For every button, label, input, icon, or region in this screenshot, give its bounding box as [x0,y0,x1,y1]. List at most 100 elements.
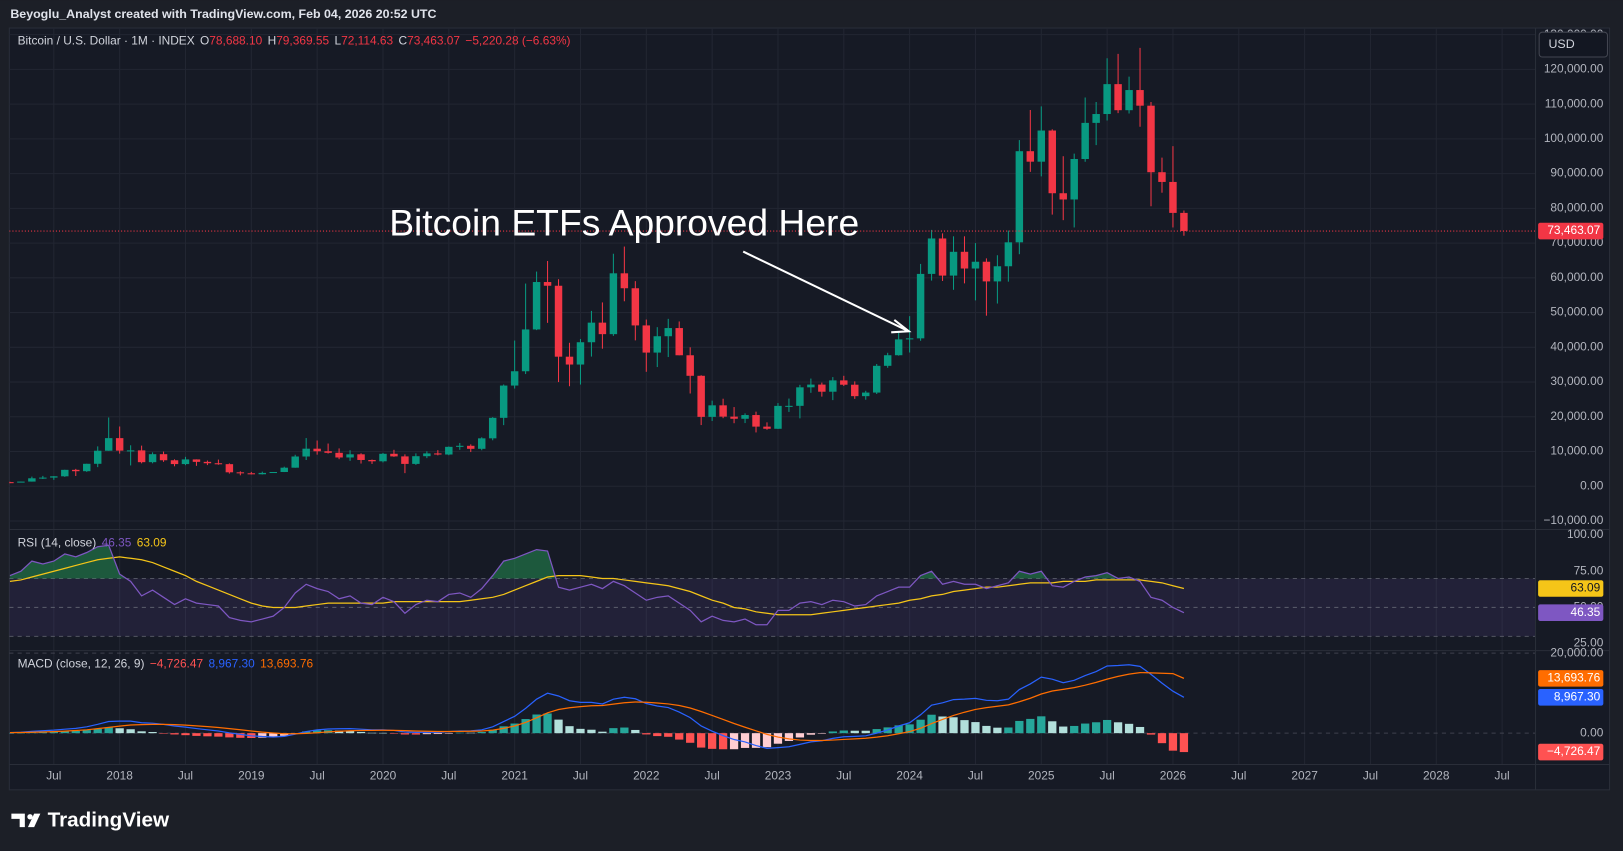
candle-body [1037,130,1046,162]
x-tick-label: Jul [178,769,193,783]
histogram-bar [1168,733,1178,751]
candle-body [1059,193,1067,200]
y-tick-label: 75.00 [1574,563,1604,577]
x-tick-label: Jul [968,769,983,783]
histogram-bar [280,733,289,736]
legend-key: C [399,34,408,48]
histogram-bar [960,720,969,734]
candle-body [335,452,343,458]
rsi-ma-value: 63.09 [137,536,167,550]
histogram-bar [302,731,311,734]
histogram-bar [477,731,486,734]
price-pane [9,47,1536,484]
candle-body [115,438,124,451]
candle-body [872,365,881,393]
currency-label: USD [1548,37,1574,51]
histogram-bar [181,733,190,736]
x-tick-label: 2021 [501,769,528,783]
histogram-bar [1037,716,1046,734]
signal-line [9,671,1185,742]
legend-value: 72,114.63 [341,34,393,48]
histogram-bar [170,733,179,735]
candle-body [565,356,574,365]
histogram-bar [1157,733,1167,744]
y-tick-label: 60,000.00 [1550,270,1603,284]
annotation: Bitcoin ETFs Approved Here [389,202,859,244]
candle-body [543,282,552,286]
candle-body [280,467,288,472]
candle-body [445,446,453,455]
histogram-bar [642,733,651,735]
candle-body [1004,242,1013,267]
histogram-bar [905,724,914,734]
histogram-bar [1059,726,1068,734]
change: −5,220.28 (−6.63%) [465,34,570,48]
candle-body [883,355,892,366]
y-tick-label: 10,000.00 [1550,444,1603,458]
currency-button[interactable] [1538,31,1608,58]
histogram-bar [1113,722,1123,734]
y-tick-label: 80,000.00 [1550,200,1603,214]
rsi-ma-label-text: 63.09 [1570,581,1600,595]
histogram-bar [784,733,794,741]
histogram-bar [554,719,563,734]
candle-body [434,453,442,455]
histogram-bar [400,733,410,735]
candle-body [269,471,277,474]
histogram-bar [1146,733,1156,735]
histogram-bar [1048,721,1057,734]
candle-body [664,328,672,337]
histogram-bar [949,717,958,734]
histogram-bar [9,733,15,734]
candle-body [774,405,782,429]
histogram-bar [707,733,717,749]
candle-body [1180,212,1188,232]
histogram-bar [115,728,124,734]
credit: Beyoglu_Analyst created with TradingView… [10,7,436,21]
histogram-label-box [1538,743,1604,761]
histogram-bar [1026,718,1035,734]
candle-body [412,456,420,464]
histogram-bar [565,726,574,734]
histogram-bar [466,732,475,734]
candle-body [181,459,190,465]
histogram-bar [850,730,859,734]
candle-body [9,482,14,484]
histogram-bar [521,719,530,734]
rsi-label-box [1538,604,1604,621]
histogram-bar [1179,733,1189,753]
candle-body [620,273,629,289]
candle-body [1147,105,1155,173]
histogram-bar [60,731,69,734]
candle-body [137,450,146,463]
candle-body [357,454,365,460]
candle-body [467,445,475,449]
candle-body [379,453,387,462]
candle-body [291,456,299,468]
x-tick-label: Jul [441,769,456,783]
x-tick-label: Jul [1100,769,1115,783]
histogram-bar [49,731,58,734]
candle-body [390,453,398,457]
candle-body [72,469,80,472]
histogram-bar [203,733,212,737]
histogram-bar [455,732,464,734]
histogram-bar [740,733,750,748]
histogram-bar [751,733,761,748]
candle-body [960,251,969,269]
candle-body [697,375,705,417]
x-tick-label: 2018 [106,769,133,783]
candle-body [719,405,727,417]
histogram-bar [1081,723,1090,734]
rsi-ma-line [9,556,1185,616]
candle-body [741,415,749,419]
y-tick-label: 40,000.00 [1550,339,1603,353]
grid [9,28,1536,764]
y-tick-label: 90,000.00 [1550,166,1603,180]
candle-body [1125,90,1133,111]
histogram-bar [729,733,739,750]
candle-body [510,371,519,386]
histogram-bar [598,731,607,734]
